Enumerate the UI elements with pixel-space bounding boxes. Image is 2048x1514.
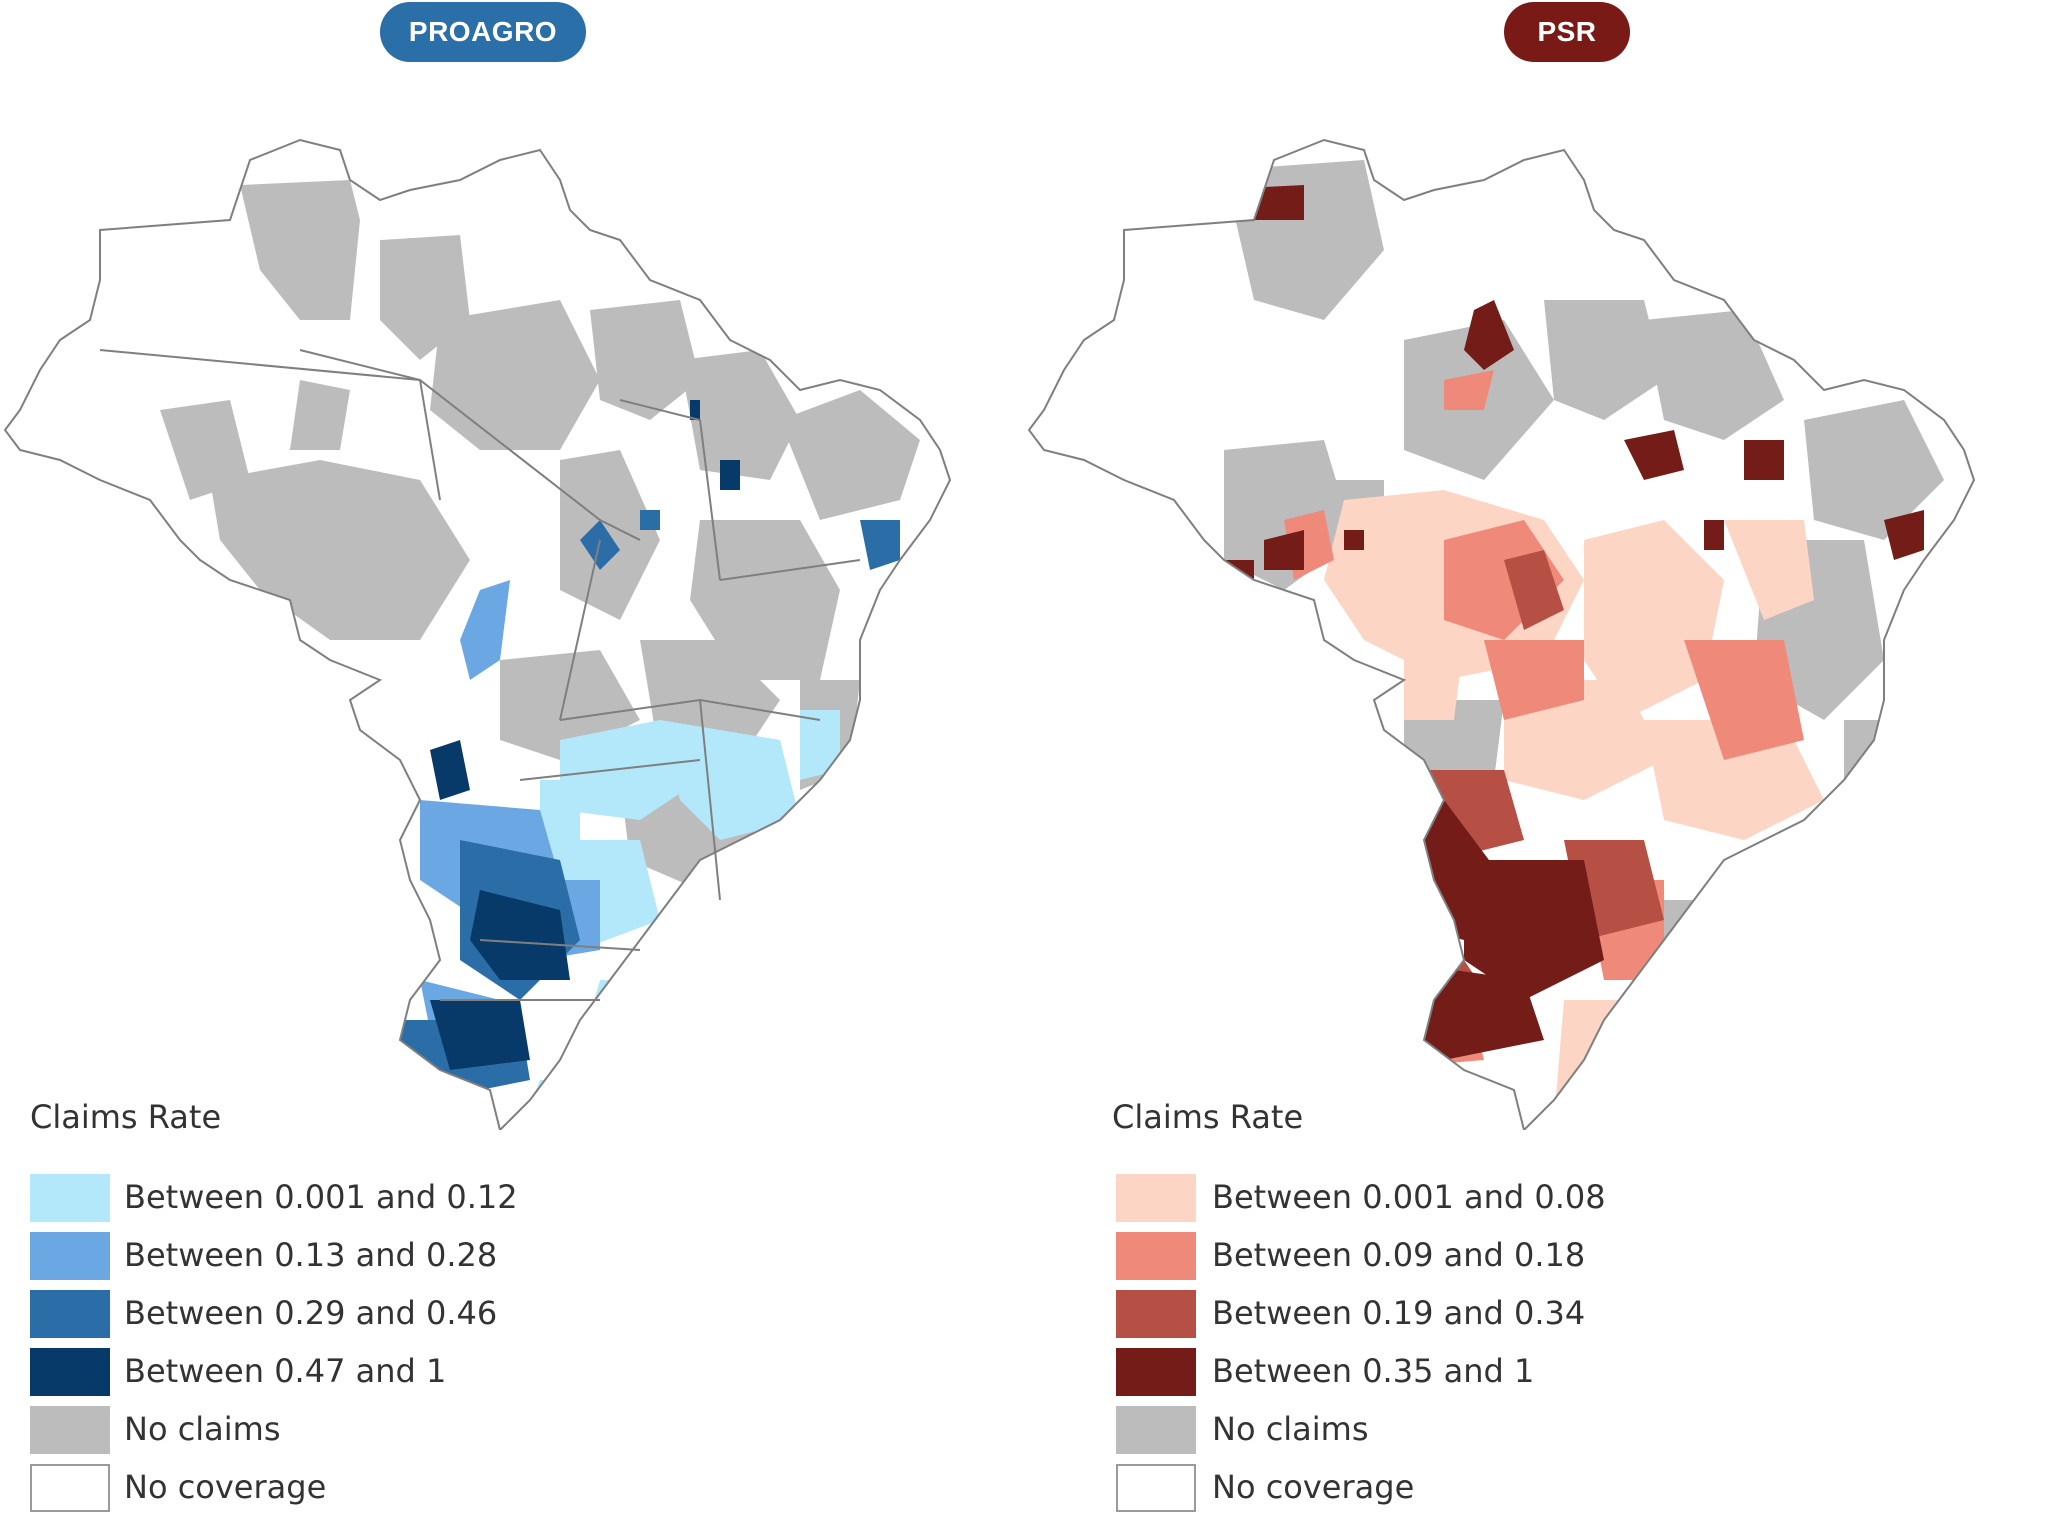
legend-swatch — [1116, 1348, 1196, 1396]
legend-label: Between 0.35 and 1 — [1212, 1352, 1535, 1390]
proagro-brazil-map — [3, 138, 952, 1130]
legend-swatch — [30, 1406, 110, 1454]
legend-swatch — [30, 1232, 110, 1280]
legend-label: Between 0.19 and 0.34 — [1212, 1294, 1586, 1332]
proagro-claims-regions — [160, 180, 920, 1130]
proagro-state-borders — [99, 349, 861, 1001]
legend-swatch — [1116, 1232, 1196, 1280]
proagro-title-badge: PROAGRO — [380, 2, 586, 62]
legend-swatch — [30, 1348, 110, 1396]
legend-label: No claims — [1212, 1410, 1369, 1448]
legend-label: No claims — [124, 1410, 281, 1448]
proagro-panel: PROAGRO — [3, 2, 952, 1512]
legend-label: No coverage — [1212, 1468, 1415, 1506]
legend-swatch — [30, 1174, 110, 1222]
country-outline — [3, 138, 952, 1130]
psr-title-badge: PSR — [1504, 2, 1630, 62]
legend-swatch — [1116, 1290, 1196, 1338]
legend-label: Between 0.29 and 0.46 — [124, 1294, 498, 1332]
legend-label: No coverage — [124, 1468, 327, 1506]
legend-swatch — [1116, 1406, 1196, 1454]
legend-label: Between 0.13 and 0.28 — [124, 1236, 498, 1274]
psr-panel: PSR — [1024, 0, 2048, 1514]
legend-swatch — [30, 1464, 110, 1512]
legend-swatch — [30, 1290, 110, 1338]
legend-swatch — [1116, 1174, 1196, 1222]
legend-swatch — [1116, 1464, 1196, 1512]
country-outline — [1027, 138, 1976, 1130]
legend-label: Between 0.09 and 0.18 — [1212, 1236, 1586, 1274]
psr-legend-title: Claims Rate — [1112, 1098, 1304, 1136]
legend-label: Between 0.47 and 1 — [124, 1352, 447, 1390]
legend-label: Between 0.001 and 0.08 — [1212, 1178, 1606, 1216]
legend-label: Between 0.001 and 0.12 — [124, 1178, 518, 1216]
proagro-legend-title: Claims Rate — [30, 1098, 222, 1136]
psr-brazil-map — [1027, 138, 1976, 1130]
psr-claims-regions — [1204, 160, 1944, 1120]
